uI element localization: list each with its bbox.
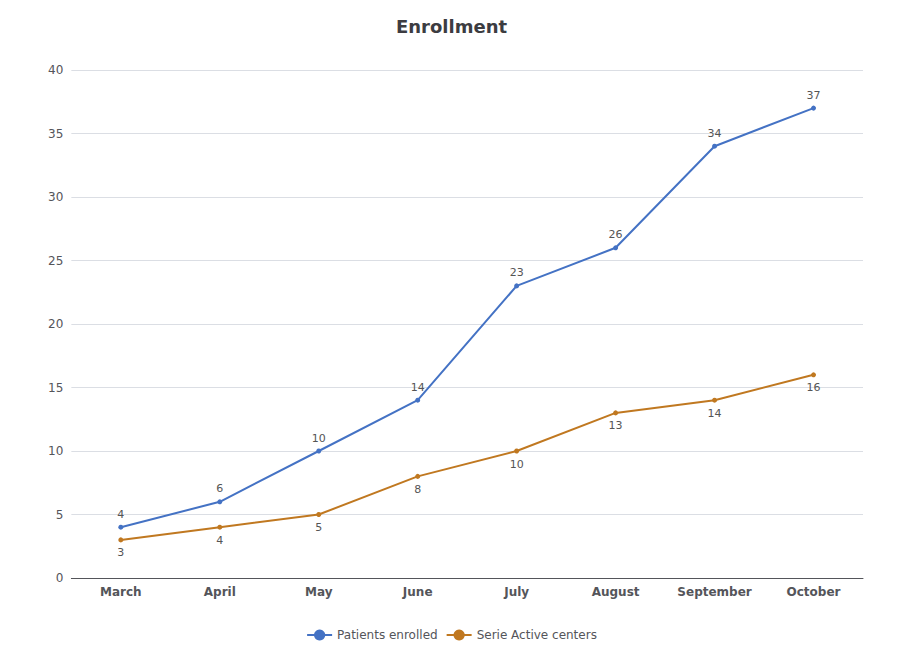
- svg-text:13: 13: [609, 419, 623, 432]
- svg-text:10: 10: [510, 458, 524, 471]
- svg-text:June: June: [402, 585, 433, 599]
- svg-text:March: March: [100, 585, 142, 599]
- svg-text:16: 16: [807, 381, 821, 394]
- svg-text:August: August: [592, 585, 640, 599]
- svg-text:8: 8: [414, 483, 421, 496]
- svg-text:4: 4: [216, 534, 223, 547]
- svg-text:0: 0: [56, 571, 64, 585]
- svg-text:10: 10: [312, 432, 326, 445]
- svg-text:3: 3: [117, 546, 124, 559]
- svg-text:Patients enrolled: Patients enrolled: [337, 628, 438, 642]
- svg-text:26: 26: [609, 228, 623, 241]
- svg-text:October: October: [787, 585, 841, 599]
- svg-text:37: 37: [807, 89, 821, 102]
- svg-text:20: 20: [48, 317, 63, 331]
- svg-text:4: 4: [117, 508, 124, 521]
- svg-text:September: September: [677, 585, 751, 599]
- svg-text:Enrollment: Enrollment: [396, 16, 507, 37]
- svg-text:14: 14: [411, 381, 425, 394]
- svg-text:Serie Active centers: Serie Active centers: [477, 628, 597, 642]
- svg-text:10: 10: [48, 444, 63, 458]
- svg-text:6: 6: [216, 482, 223, 495]
- svg-text:5: 5: [56, 508, 64, 522]
- svg-text:30: 30: [48, 190, 63, 204]
- svg-text:34: 34: [708, 127, 722, 140]
- svg-text:23: 23: [510, 266, 524, 279]
- svg-text:May: May: [305, 585, 333, 599]
- svg-text:35: 35: [48, 127, 63, 141]
- svg-text:5: 5: [315, 521, 322, 534]
- svg-text:14: 14: [708, 407, 722, 420]
- svg-text:25: 25: [48, 254, 63, 268]
- svg-text:April: April: [204, 585, 236, 599]
- svg-text:July: July: [503, 585, 529, 599]
- svg-text:40: 40: [48, 63, 63, 77]
- svg-text:15: 15: [48, 381, 63, 395]
